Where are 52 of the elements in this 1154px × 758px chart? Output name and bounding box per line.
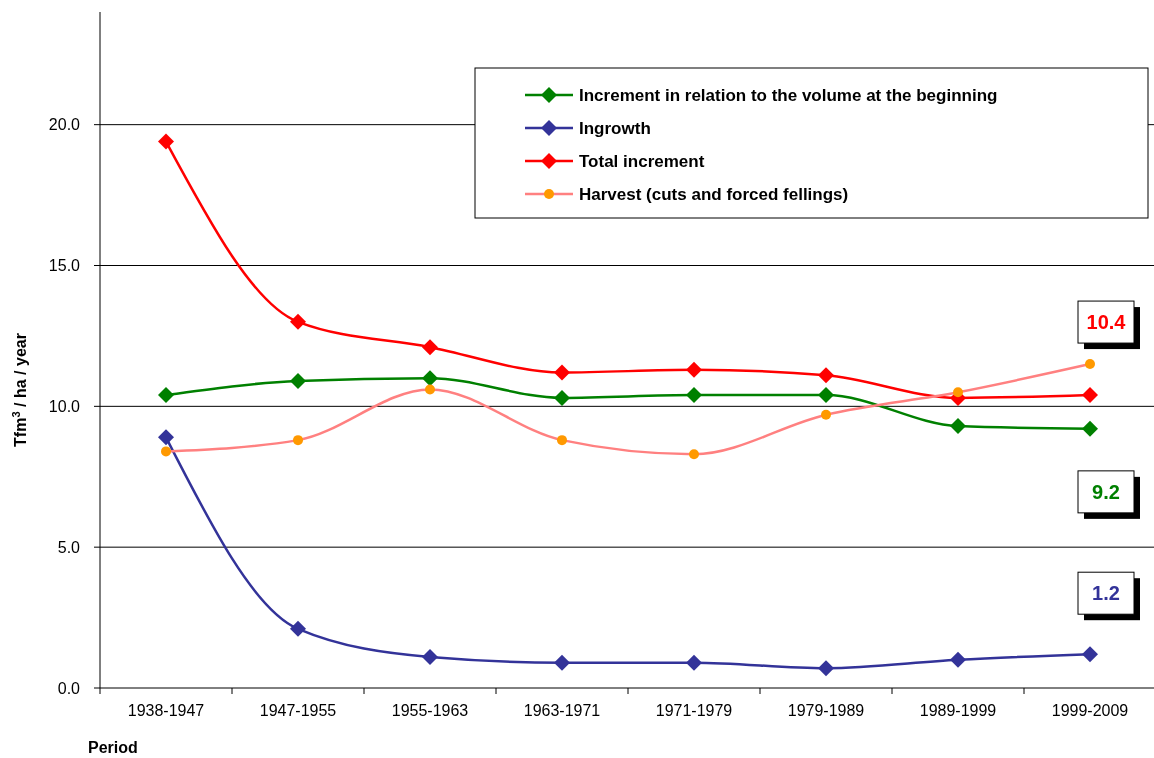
point	[689, 449, 699, 460]
point	[821, 409, 831, 420]
point	[818, 660, 834, 677]
point	[686, 387, 702, 404]
point	[422, 370, 438, 387]
x-tick-label: 1963-1971	[523, 702, 601, 719]
annotation: 10.4	[1086, 311, 1127, 334]
annotation: 9.2	[1092, 480, 1120, 503]
legend-label: Total increment	[579, 151, 705, 171]
point	[950, 651, 966, 668]
point	[425, 384, 435, 395]
x-tick-label: 1999-2009	[1051, 702, 1129, 719]
x-tick-label: 1989-1999	[919, 702, 997, 719]
point	[293, 435, 303, 446]
y-tick-label: 5.0	[57, 538, 81, 556]
point	[158, 387, 174, 404]
y-tick-label: 20.0	[48, 116, 81, 134]
point	[686, 361, 702, 378]
point	[554, 364, 570, 381]
point	[557, 435, 567, 446]
point	[1082, 420, 1098, 437]
point	[818, 387, 834, 404]
point	[422, 339, 438, 356]
y-tick-label: 10.0	[48, 397, 81, 415]
legend-label: Harvest (cuts and forced fellings)	[579, 184, 849, 204]
point	[953, 387, 963, 398]
legend-label: Increment in relation to the volume at the beginning	[579, 85, 998, 105]
x-axis-title: Period	[88, 739, 138, 756]
annotation: 1.2	[1092, 582, 1120, 605]
x-tick-label: 1947-1955	[259, 702, 337, 719]
x-tick-label: 1955-1963	[391, 702, 469, 719]
y-tick-label: 15.0	[48, 257, 81, 275]
point	[686, 654, 702, 671]
point	[422, 649, 438, 666]
point	[1082, 387, 1098, 404]
y-tick-label: 0.0	[57, 679, 81, 697]
point	[554, 654, 570, 671]
point	[161, 446, 171, 457]
point	[158, 429, 174, 446]
point	[290, 620, 306, 637]
point	[1085, 359, 1095, 370]
point	[290, 313, 306, 330]
x-tick-label: 1938-1947	[127, 702, 205, 719]
point	[1082, 646, 1098, 663]
point	[818, 367, 834, 384]
x-tick-label: 1971-1979	[655, 702, 733, 719]
point	[950, 418, 966, 435]
point	[158, 133, 174, 150]
point	[290, 372, 306, 389]
legend-label: Ingrowth	[579, 118, 651, 138]
point	[554, 389, 570, 406]
x-tick-label: 1979-1989	[787, 702, 865, 719]
